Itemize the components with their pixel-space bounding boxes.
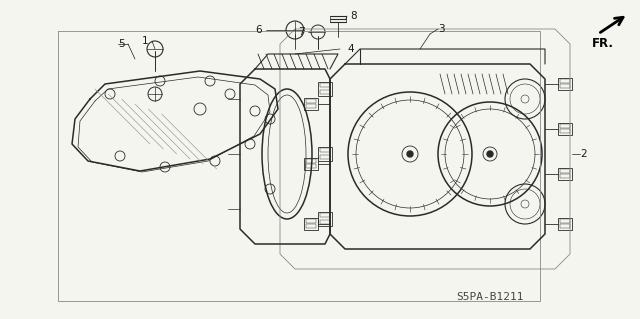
Bar	[304, 158, 318, 170]
Bar	[318, 212, 332, 226]
Bar	[306, 164, 316, 168]
Bar	[558, 168, 572, 180]
Text: 3: 3	[438, 24, 445, 34]
Bar	[560, 169, 570, 173]
Bar	[558, 123, 572, 135]
Bar	[560, 79, 570, 83]
Bar	[320, 90, 330, 94]
Text: 8: 8	[350, 11, 356, 21]
Bar	[318, 82, 332, 96]
Bar	[560, 84, 570, 88]
Bar	[306, 159, 316, 163]
Text: FR.: FR.	[592, 37, 614, 50]
Bar	[320, 213, 330, 217]
Bar	[306, 104, 316, 108]
Text: 7: 7	[298, 27, 305, 37]
Circle shape	[407, 151, 413, 157]
Text: 2: 2	[580, 149, 587, 159]
Bar	[560, 174, 570, 178]
Bar	[320, 83, 330, 87]
Bar	[306, 99, 316, 103]
Text: S5PA-B1211: S5PA-B1211	[456, 292, 524, 302]
Circle shape	[487, 151, 493, 157]
Text: 4: 4	[347, 44, 354, 54]
Bar	[558, 218, 572, 230]
Bar	[320, 148, 330, 152]
Bar	[320, 220, 330, 224]
Bar	[560, 129, 570, 133]
Bar	[306, 219, 316, 223]
Bar	[560, 124, 570, 128]
Text: 1: 1	[141, 36, 148, 46]
Bar	[560, 219, 570, 223]
Bar	[306, 224, 316, 228]
Text: 6: 6	[255, 25, 262, 35]
Bar	[304, 218, 318, 230]
Bar	[560, 224, 570, 228]
Bar	[320, 155, 330, 159]
Bar	[304, 98, 318, 110]
Bar	[558, 78, 572, 90]
Text: 5: 5	[118, 39, 125, 49]
Bar	[318, 147, 332, 161]
